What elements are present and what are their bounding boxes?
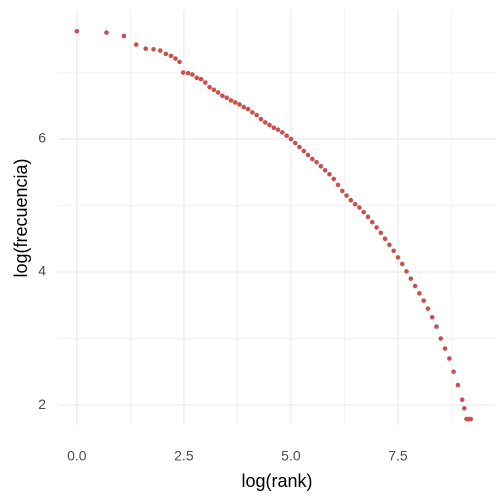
point [143,46,149,51]
point [455,382,461,388]
point [327,171,332,177]
point [180,70,186,75]
point [365,214,371,220]
point [387,242,392,248]
x-axis-title: log(rank) [241,471,312,491]
point [305,152,311,158]
point [462,406,467,411]
point [421,298,426,303]
point [241,104,247,110]
point [202,80,208,85]
point [151,46,156,52]
y-axis-title: log(frecuencia) [11,158,31,277]
point [258,116,264,122]
point [220,93,225,99]
point [417,291,422,296]
point [250,110,255,115]
point [133,42,139,47]
point [374,225,379,230]
point [408,276,414,281]
point [331,176,337,182]
point [322,167,328,173]
point [104,30,109,35]
point [335,182,341,188]
point [395,255,401,260]
point [318,163,324,169]
point [391,248,396,254]
point [198,76,204,82]
point [378,230,384,236]
point [425,306,431,311]
y-tick-label: 4 [38,263,46,279]
point [194,75,200,81]
point [442,346,448,351]
y-tick-label: 6 [38,130,46,146]
point [348,197,354,203]
point [157,48,163,53]
x-tick-label: 2.5 [174,448,194,464]
point [314,159,319,165]
point [232,100,238,105]
point [438,336,444,341]
point [185,70,191,76]
point [404,269,409,274]
point [288,136,294,142]
point [459,397,465,403]
point [207,84,212,90]
point [292,140,298,146]
point [344,193,349,198]
point [177,59,182,65]
point [434,324,439,329]
point [267,122,272,128]
x-tick-label: 7.5 [388,448,408,464]
y-tick-label: 2 [38,396,46,412]
point [211,87,217,93]
point [352,201,358,207]
point [228,98,234,103]
point [271,125,277,131]
point [339,188,345,194]
x-tick-label: 0.0 [67,448,87,464]
point [357,205,362,210]
point [412,283,418,289]
point [190,72,195,77]
point [451,369,456,375]
point [254,112,259,118]
point [468,416,474,422]
point [237,102,242,107]
point [301,148,307,154]
point [173,56,178,61]
point [215,90,221,95]
point [310,156,315,162]
point [168,53,174,59]
point [224,95,229,101]
point [121,33,127,39]
point [382,236,388,242]
point [429,314,435,320]
point [262,120,268,125]
point [74,28,80,34]
point [284,133,289,138]
point [163,51,169,57]
point [369,219,375,225]
point [447,356,452,361]
point [361,209,367,215]
point [245,106,251,112]
point [280,130,285,135]
point [399,261,405,267]
point [275,127,281,133]
point [297,144,302,150]
x-tick-label: 5.0 [281,448,301,464]
